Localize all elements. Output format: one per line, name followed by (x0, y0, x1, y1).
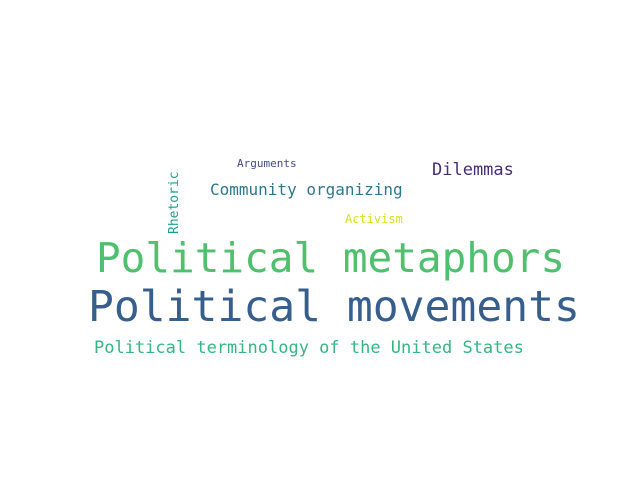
word-political-metaphors: Political metaphors (96, 234, 565, 282)
word-political-movements: Political movements (88, 282, 580, 332)
word-dilemmas: Dilemmas (432, 160, 514, 180)
word-rhetoric: Rhetoric (167, 171, 182, 234)
word-arguments: Arguments (237, 157, 297, 170)
word-political-terminology: Political terminology of the United Stat… (94, 338, 524, 358)
word-community-organizing: Community organizing (210, 180, 403, 199)
word-activism: Activism (345, 212, 403, 226)
